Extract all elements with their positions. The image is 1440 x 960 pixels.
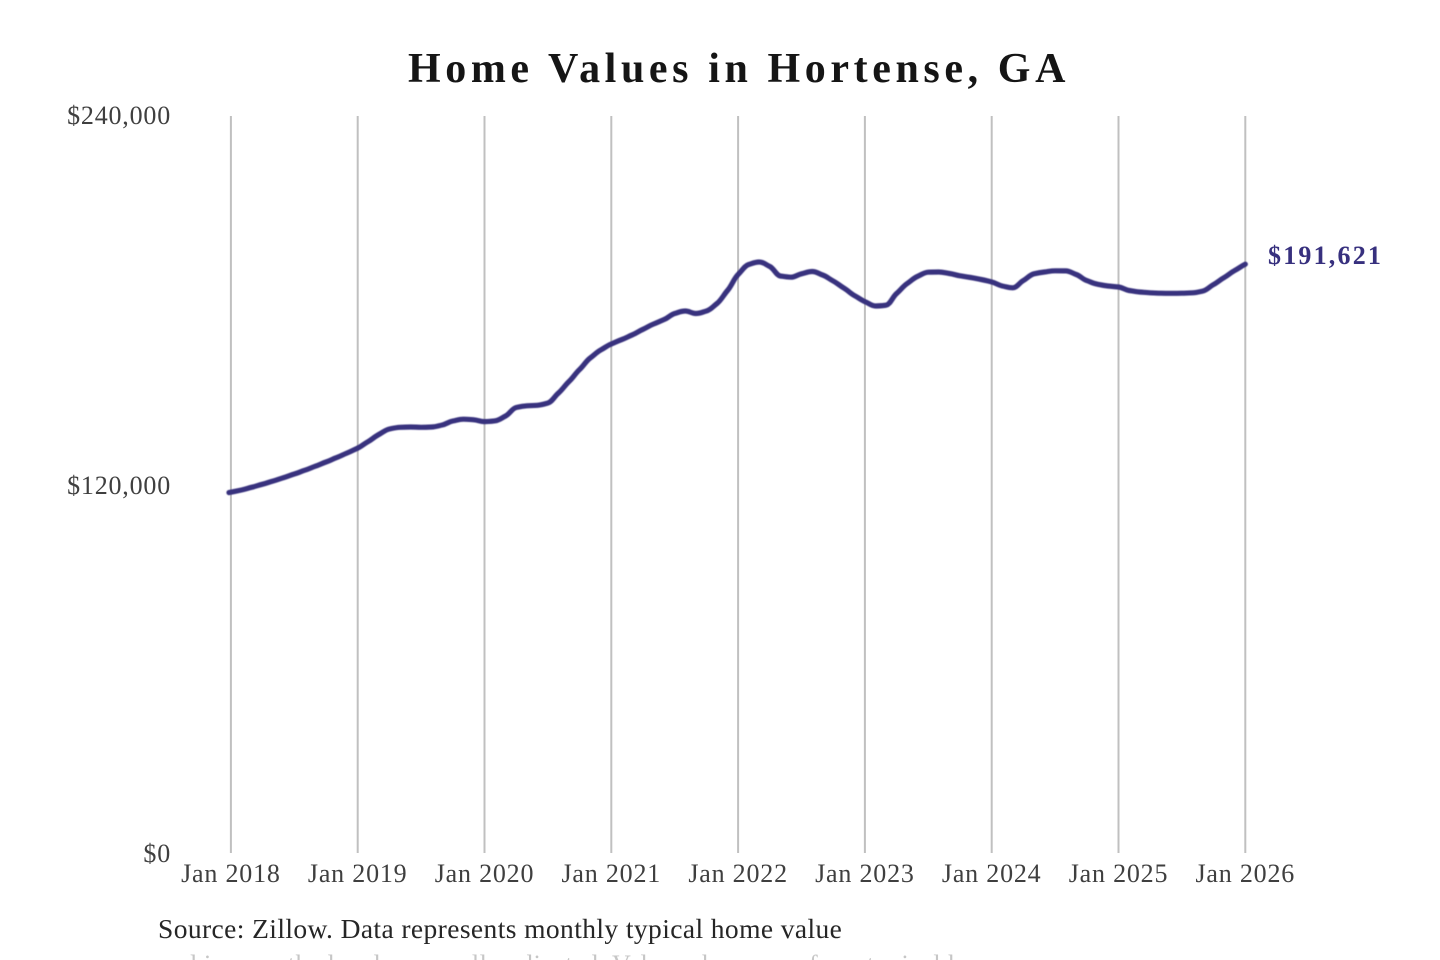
svg-text:$120,000: $120,000 [67, 471, 171, 500]
svg-text:$240,000: $240,000 [67, 101, 171, 130]
svg-text:Jan 2026: Jan 2026 [1196, 859, 1296, 888]
svg-text:Jan 2018: Jan 2018 [181, 859, 281, 888]
svg-text:Jan 2025: Jan 2025 [1069, 859, 1169, 888]
svg-text:Jan 2021: Jan 2021 [562, 859, 662, 888]
svg-text:Home Values in Hortense, GA: Home Values in Hortense, GA [408, 46, 1070, 92]
svg-text:Jan 2024: Jan 2024 [942, 859, 1042, 888]
svg-text:Jan 2022: Jan 2022 [688, 859, 788, 888]
svg-text:and is smoothed and seasonally: and is smoothed and seasonally adjusted.… [158, 950, 1015, 960]
svg-text:Jan 2020: Jan 2020 [435, 859, 535, 888]
svg-text:$191,621: $191,621 [1268, 241, 1383, 270]
svg-text:Source: Zillow. Data represent: Source: Zillow. Data represents monthly … [158, 913, 842, 944]
svg-text:Jan 2019: Jan 2019 [308, 859, 408, 888]
svg-text:$0: $0 [143, 839, 171, 868]
svg-text:Jan 2023: Jan 2023 [815, 859, 915, 888]
